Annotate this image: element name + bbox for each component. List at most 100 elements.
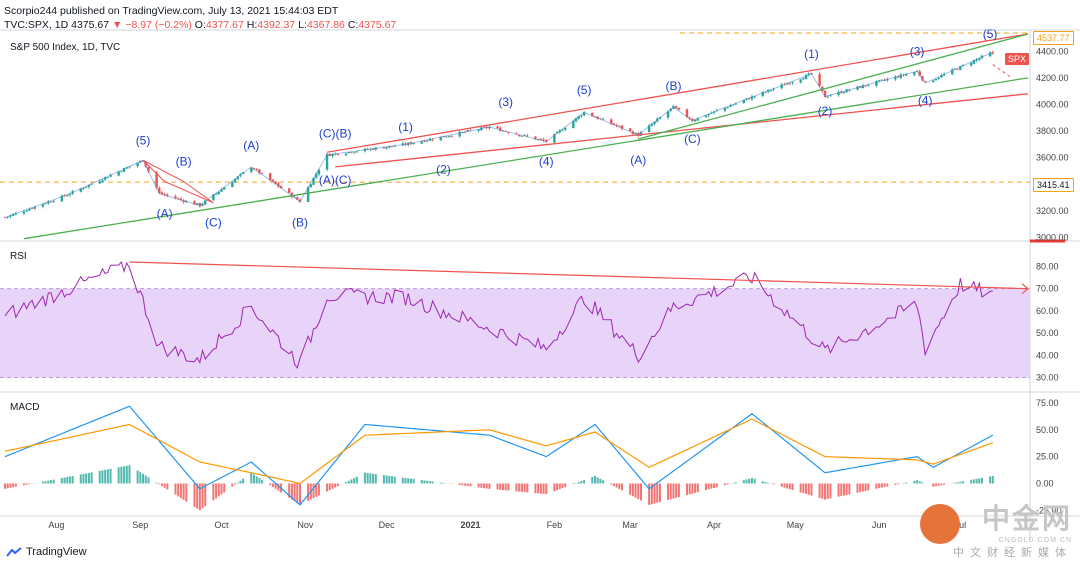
macd-bar xyxy=(123,466,126,484)
candle-body xyxy=(425,140,429,142)
candle-body xyxy=(526,135,529,137)
macd-bar xyxy=(786,483,789,489)
x-tick: Nov xyxy=(297,520,314,530)
macd-bar xyxy=(520,483,523,492)
macd-bar xyxy=(317,483,320,496)
candle-body xyxy=(458,131,461,137)
macd-bar xyxy=(723,483,726,486)
candle-body xyxy=(30,208,34,209)
candle-body xyxy=(160,192,164,195)
macd-bar xyxy=(239,480,242,484)
x-tick: Mar xyxy=(622,520,638,530)
macd-bar xyxy=(217,483,220,497)
candle-body xyxy=(894,76,897,80)
candle-body xyxy=(823,90,827,98)
macd-bar xyxy=(350,479,353,484)
candle-body xyxy=(951,69,954,75)
macd-bar xyxy=(772,483,775,485)
macd-bar xyxy=(347,480,350,484)
candle-body xyxy=(707,114,710,116)
candle-body xyxy=(615,125,618,126)
macd-bar xyxy=(353,478,356,484)
candle-body xyxy=(117,171,120,176)
candle-body xyxy=(864,85,867,87)
macd-bar xyxy=(621,483,624,491)
macd-bar xyxy=(980,477,983,484)
macd-bar xyxy=(918,481,921,484)
macd-bar xyxy=(710,483,713,489)
macd-bar xyxy=(686,483,688,496)
candle-body xyxy=(991,52,995,54)
macd-bar xyxy=(501,483,504,491)
price-tag-level: 3415.41 xyxy=(1033,178,1074,192)
trendline-red xyxy=(326,33,1029,153)
macd-bar xyxy=(726,483,729,485)
price-tag-top: 4537.77 xyxy=(1033,31,1074,45)
macd-bar xyxy=(412,479,415,484)
macd-bar xyxy=(734,482,737,484)
candle-body xyxy=(753,96,756,98)
macd-bar xyxy=(880,483,883,488)
macd-bar xyxy=(713,483,716,488)
macd-bar xyxy=(68,476,71,484)
candle-body xyxy=(103,177,107,180)
macd-line xyxy=(4,405,994,506)
candle-body xyxy=(523,135,526,136)
signal-line xyxy=(4,418,994,485)
tradingview-brand[interactable]: TradingView xyxy=(6,546,87,558)
candle-body xyxy=(534,136,537,140)
candle-body xyxy=(742,99,746,103)
candle-body xyxy=(634,132,637,135)
macd-bar xyxy=(366,473,369,484)
candle-body xyxy=(932,80,935,83)
candle-body xyxy=(447,136,451,137)
candle-body xyxy=(147,166,150,172)
candle-body xyxy=(572,120,575,129)
macd-bar xyxy=(658,483,661,503)
macd-bar xyxy=(328,483,331,491)
candle-body xyxy=(723,107,727,111)
macd-bar xyxy=(407,478,410,484)
macd-bar xyxy=(612,483,615,487)
candle-body xyxy=(764,91,767,93)
candle-body xyxy=(545,140,548,142)
candle-body xyxy=(610,119,613,124)
wave-label: (C) xyxy=(205,216,222,230)
macd-bar xyxy=(52,479,55,484)
candle-body xyxy=(553,133,556,143)
candle-body xyxy=(867,85,870,87)
open-label: O: xyxy=(194,19,206,31)
correction-wedge xyxy=(142,159,214,204)
macd-bar xyxy=(288,483,291,498)
candle-body xyxy=(128,166,131,168)
x-tick: May xyxy=(787,520,805,530)
macd-bar xyxy=(480,483,483,488)
candle-body xyxy=(198,203,202,207)
candle-body xyxy=(315,173,318,178)
macd-bar xyxy=(829,483,832,499)
macd-bar xyxy=(258,478,261,484)
macd-bar xyxy=(409,478,412,484)
macd-bar xyxy=(810,483,813,496)
candle-body xyxy=(972,60,976,64)
candle-body xyxy=(90,183,93,185)
candle-body xyxy=(6,216,9,218)
macd-bar xyxy=(212,483,215,501)
macd-bar xyxy=(307,483,310,501)
candle-body xyxy=(734,103,737,105)
macd-bar xyxy=(106,469,109,484)
macd-bar xyxy=(753,478,756,484)
macd-bar xyxy=(934,483,937,487)
candle-body xyxy=(612,123,616,126)
candle-body xyxy=(250,167,253,172)
macd-bar xyxy=(428,481,431,484)
macd-bar xyxy=(109,468,112,484)
candle-body xyxy=(120,171,123,173)
macd-bar xyxy=(71,475,74,484)
candle-body xyxy=(279,185,283,189)
macd-bar xyxy=(488,483,491,489)
candle-body xyxy=(905,74,908,76)
wave-label: (5) xyxy=(983,27,998,41)
candle-body xyxy=(11,213,15,216)
